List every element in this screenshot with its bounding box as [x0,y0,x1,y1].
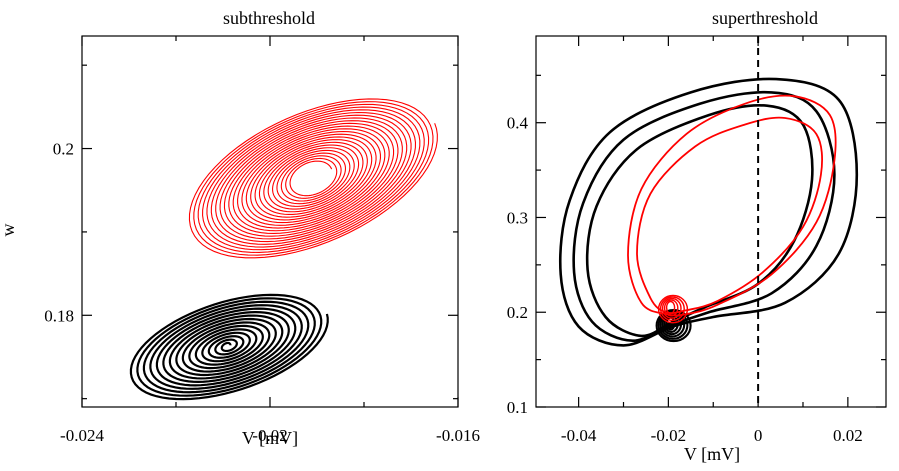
black-limit-cycle-loop [558,77,859,347]
superthreshold-x-axis-label: V [mV] [684,444,740,464]
subthreshold-x-tick-label: -0.024 [60,426,104,445]
red-small-loop [661,297,682,319]
black-limit-cycle-loop [572,90,836,343]
superthreshold-panel: superthreshold -0.04 -0.02 0 0.02 0.1 0.2 0.3… [507,8,887,464]
subthreshold-x-axis-label: V [mV] [242,428,298,448]
red-limit-cycle-loop [627,94,837,317]
superthreshold-y-ticks: 0.1 0.2 0.3 0.4 [507,74,886,417]
superthreshold-x-tick-label: 0.02 [833,426,863,445]
subthreshold-x-tick-label: -0.016 [436,426,480,445]
subthreshold-y-ticks: 0.18 0.2 [44,64,458,400]
subthreshold-y-axis-label: w [0,224,18,237]
subthreshold-plot-area [129,98,438,401]
subthreshold-panel: subthreshold -0.024 -0.02 -0.016 0.18 0.2 V… [0,8,480,448]
subthreshold-title: subthreshold [223,8,315,28]
subthreshold-x-tick-label: -0.02 [252,426,287,445]
red-small-loop [665,300,676,315]
subthreshold-x-ticks: -0.024 -0.02 -0.016 [60,36,480,445]
superthreshold-title: superthreshold [712,8,818,28]
superthreshold-x-tick-label: 0 [754,426,763,445]
subthreshold-y-tick-label: 0.2 [53,140,74,159]
superthreshold-x-tick-label: -0.04 [561,426,597,445]
superthreshold-x-tick-label: -0.02 [651,426,686,445]
superthreshold-y-tick-label: 0.3 [507,208,528,227]
subthreshold-y-tick-label: 0.18 [44,306,74,325]
superthreshold-frame [535,35,887,408]
superthreshold-plot-area [558,36,859,407]
red-small-loop [659,296,685,322]
superthreshold-y-tick-label: 0.1 [507,398,528,417]
red-limit-cycle-loop [636,116,823,314]
red-small-loop [663,299,679,317]
black-limit-cycle-loop [585,104,814,338]
superthreshold-x-ticks: -0.04 -0.02 0 0.02 [561,36,863,445]
red-spiral-trajectory [188,98,438,259]
superthreshold-y-tick-label: 0.2 [507,303,528,322]
superthreshold-y-tick-label: 0.4 [507,114,529,133]
black-spiral-trajectory [129,293,329,401]
red-small-loop [657,294,689,324]
